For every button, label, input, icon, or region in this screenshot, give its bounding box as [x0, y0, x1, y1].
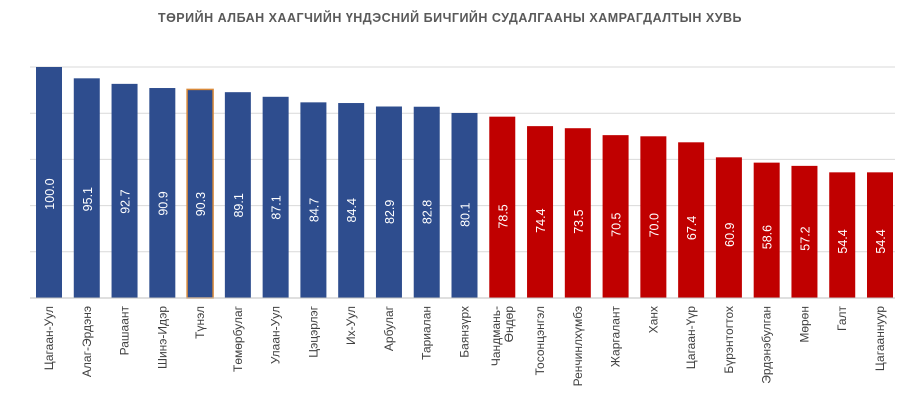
category-label-17: Ханх	[646, 306, 660, 333]
bar-18	[678, 142, 705, 298]
bar-20	[753, 162, 780, 298]
category-label-5: Түнэл	[193, 306, 207, 339]
category-label-10: Арбулаг	[382, 305, 396, 351]
bar-4	[149, 88, 176, 298]
category-label-21: Мөрөн	[797, 306, 811, 343]
category-label-6: Төмөрбулаг	[231, 305, 245, 372]
value-label-7: 87.1	[270, 195, 284, 219]
chart-title: ТӨРИЙН АЛБАН ХААГЧИЙН ҮНДЭСНИЙ БИЧГИЙН С…	[157, 11, 743, 25]
category-label-8: Цэцэрлэг	[306, 305, 320, 357]
category-label-9: Их-Уул	[344, 306, 358, 345]
bar-10	[375, 106, 402, 298]
value-label-22: 54.4	[836, 229, 850, 253]
category-label-2: Алаг-Эрдэнэ	[80, 306, 94, 377]
category-label-19: Бүрэнтогтох	[722, 306, 736, 374]
bar-11	[413, 106, 440, 299]
bar-23	[867, 172, 893, 298]
value-label-20: 58.6	[761, 225, 775, 249]
category-label-15: Ренчинлхүмбэ	[571, 306, 585, 386]
category-label-3: Рашаант	[118, 306, 132, 356]
category-label-13: Чандмань-Өндөр	[489, 306, 516, 366]
category-label-16: Жаргалант	[609, 306, 623, 368]
value-label-16: 70.5	[610, 213, 624, 237]
value-label-10: 82.9	[383, 200, 397, 224]
bar-9	[338, 103, 365, 298]
bar-1	[36, 67, 62, 298]
value-label-3: 92.7	[119, 189, 133, 213]
bar-16	[602, 135, 629, 298]
value-label-18: 67.4	[685, 216, 699, 240]
value-label-4: 90.9	[156, 191, 170, 215]
bar-19	[715, 157, 742, 298]
bar-6	[224, 92, 251, 298]
value-label-12: 80.1	[459, 203, 473, 227]
value-label-11: 82.8	[421, 200, 435, 224]
category-label-20: Эрдэнэбулган	[760, 306, 774, 384]
bar-17	[640, 136, 667, 298]
bar-15	[564, 128, 591, 298]
category-label-7: Улаан-Уул	[269, 306, 283, 364]
bar-22	[829, 172, 856, 298]
category-label-23: Цагааннуур	[873, 306, 887, 371]
value-label-1: 100.0	[43, 178, 57, 209]
value-label-2: 95.1	[81, 187, 95, 211]
value-label-15: 73.5	[572, 209, 586, 233]
value-label-13: 78.5	[496, 204, 510, 228]
category-label-14: Тосонцэнгэл	[533, 306, 547, 375]
category-label-22: Галт	[835, 306, 849, 332]
bar-14	[527, 126, 554, 298]
bar-8	[300, 102, 327, 298]
category-label-18: Цагаан-Үүр	[684, 306, 698, 370]
value-label-23: 54.4	[874, 229, 888, 253]
category-label-4: Шинэ-Идэр	[155, 306, 169, 369]
bar-13	[489, 116, 516, 298]
bar-2	[73, 78, 100, 298]
value-label-9: 84.4	[345, 198, 359, 222]
value-label-17: 70.0	[647, 213, 661, 237]
value-label-14: 74.4	[534, 208, 548, 232]
value-label-6: 89.1	[232, 193, 246, 217]
category-label-1: Цагаан-Уул	[42, 306, 56, 370]
bar-12	[451, 112, 478, 299]
value-label-19: 60.9	[723, 222, 737, 246]
value-label-8: 84.7	[307, 198, 321, 222]
bar-7	[262, 96, 289, 298]
category-label-11: Тариалан	[420, 306, 434, 360]
bar-21	[791, 165, 818, 298]
bar-3	[111, 83, 138, 298]
value-label-21: 57.2	[798, 226, 812, 250]
category-label-12: Баянзүрх	[458, 306, 472, 358]
value-label-5: 90.3	[194, 192, 208, 216]
